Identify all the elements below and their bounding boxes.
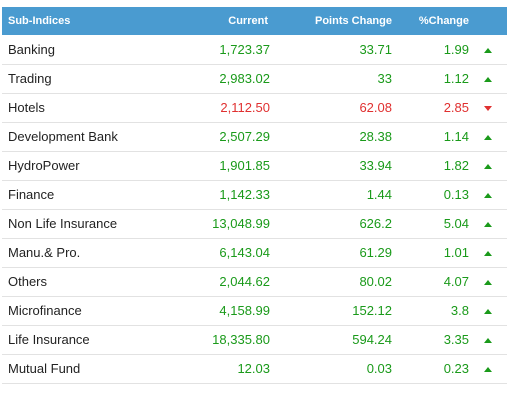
current-value: 2,983.02 <box>219 71 270 86</box>
arrow-up-icon <box>484 164 492 170</box>
trend-cell <box>469 209 507 238</box>
points-change-value: 0.03 <box>366 361 392 376</box>
table-row[interactable]: Trading 2,983.02 33 1.12 <box>2 64 507 93</box>
column-header-current[interactable]: Current <box>228 15 268 27</box>
sub-index-name[interactable]: Microfinance <box>8 303 82 318</box>
points-change-value: 1.44 <box>366 187 392 202</box>
table-row[interactable]: Non Life Insurance 13,048.99 626.2 5.04 <box>2 209 507 238</box>
pct-change-value: 4.07 <box>443 274 469 289</box>
current-value: 18,335.80 <box>212 332 270 347</box>
current-value: 1,901.85 <box>219 158 270 173</box>
arrow-up-icon <box>484 77 492 83</box>
points-change-value: 28.38 <box>359 129 392 144</box>
sub-indices-table: Sub-Indices Current Points Change %Chang… <box>2 7 507 384</box>
pct-change-value: 1.99 <box>443 41 469 57</box>
table-row[interactable]: Hotels 2,112.50 62.08 2.85 <box>2 93 507 122</box>
sub-index-name[interactable]: Banking <box>8 41 55 57</box>
column-header-trend <box>469 7 507 35</box>
arrow-up-icon <box>484 338 492 344</box>
pct-change-value: 3.35 <box>443 332 469 347</box>
sub-index-name[interactable]: Non Life Insurance <box>8 216 118 231</box>
pct-change-value: 1.82 <box>443 158 469 173</box>
table-row[interactable]: Microfinance 4,158.99 152.12 3.8 <box>2 296 507 325</box>
pct-change-value: 1.14 <box>443 129 469 144</box>
sub-index-name[interactable]: Others <box>8 274 48 289</box>
trend-cell <box>469 122 507 151</box>
current-value: 6,143.04 <box>219 245 270 260</box>
trend-cell <box>469 93 507 122</box>
sub-index-name[interactable]: Hotels <box>8 100 45 115</box>
trend-cell <box>469 354 507 383</box>
points-change-value: 33.71 <box>359 41 392 57</box>
points-change-value: 33.94 <box>359 158 392 173</box>
trend-cell <box>469 296 507 325</box>
column-header-pct-change[interactable]: %Change <box>418 15 469 27</box>
trend-cell <box>469 35 507 64</box>
arrow-up-icon <box>484 309 492 315</box>
arrow-up-icon <box>484 251 492 257</box>
pct-change-value: 1.01 <box>443 245 469 260</box>
trend-cell <box>469 180 507 209</box>
table-header-row: Sub-Indices Current Points Change %Chang… <box>2 7 507 35</box>
table-row[interactable]: Manu.& Pro. 6,143.04 61.29 1.01 <box>2 238 507 267</box>
arrow-up-icon <box>484 367 492 373</box>
points-change-value: 33 <box>377 71 392 86</box>
points-change-value: 61.29 <box>359 245 392 260</box>
points-change-value: 594.24 <box>352 332 392 347</box>
arrow-up-icon <box>484 135 492 141</box>
current-value: 12.03 <box>237 361 270 376</box>
sub-indices-widget: Sub-Indices Current Points Change %Chang… <box>2 7 507 384</box>
arrow-up-icon <box>484 280 492 286</box>
sub-index-name[interactable]: HydroPower <box>8 158 80 173</box>
pct-change-value: 0.13 <box>443 187 469 202</box>
table-row[interactable]: Development Bank 2,507.29 28.38 1.14 <box>2 122 507 151</box>
table-row[interactable]: Finance 1,142.33 1.44 0.13 <box>2 180 507 209</box>
pct-change-value: 1.12 <box>443 71 469 86</box>
points-change-value: 626.2 <box>359 216 392 231</box>
arrow-up-icon <box>484 222 492 228</box>
table-row[interactable]: Banking 1,723.37 33.71 1.99 <box>2 35 507 64</box>
points-change-value: 152.12 <box>352 303 392 318</box>
arrow-down-icon <box>484 106 492 112</box>
table-row[interactable]: Mutual Fund 12.03 0.03 0.23 <box>2 354 507 383</box>
sub-index-name[interactable]: Mutual Fund <box>8 361 81 376</box>
sub-index-name[interactable]: Development Bank <box>8 129 118 144</box>
current-value: 2,112.50 <box>220 100 270 115</box>
pct-change-value: 2.85 <box>443 100 469 115</box>
sub-index-name[interactable]: Trading <box>8 71 52 86</box>
current-value: 1,723.37 <box>219 41 270 57</box>
column-header-sub-indices[interactable]: Sub-Indices <box>8 15 71 27</box>
trend-cell <box>469 238 507 267</box>
trend-cell <box>469 64 507 93</box>
sub-index-name[interactable]: Finance <box>8 187 55 202</box>
arrow-up-icon <box>484 47 492 53</box>
points-change-value: 80.02 <box>359 274 392 289</box>
table-row[interactable]: HydroPower 1,901.85 33.94 1.82 <box>2 151 507 180</box>
pct-change-value: 5.04 <box>443 216 469 231</box>
pct-change-value: 0.23 <box>443 361 469 376</box>
points-change-value: 62.08 <box>359 100 392 115</box>
column-header-points-change[interactable]: Points Change <box>314 15 392 27</box>
current-value: 2,044.62 <box>219 274 270 289</box>
pct-change-value: 3.8 <box>450 303 469 318</box>
current-value: 1,142.33 <box>219 187 270 202</box>
trend-cell <box>469 151 507 180</box>
sub-index-name[interactable]: Life Insurance <box>8 332 90 347</box>
trend-cell <box>469 325 507 354</box>
current-value: 2,507.29 <box>219 129 270 144</box>
sub-index-name[interactable]: Manu.& Pro. <box>8 245 81 260</box>
arrow-up-icon <box>484 193 492 199</box>
table-row[interactable]: Others 2,044.62 80.02 4.07 <box>2 267 507 296</box>
table-body: Banking 1,723.37 33.71 1.99 Trading 2,98… <box>2 35 507 383</box>
current-value: 13,048.99 <box>212 216 270 231</box>
table-row[interactable]: Life Insurance 18,335.80 594.24 3.35 <box>2 325 507 354</box>
current-value: 4,158.99 <box>219 303 270 318</box>
trend-cell <box>469 267 507 296</box>
